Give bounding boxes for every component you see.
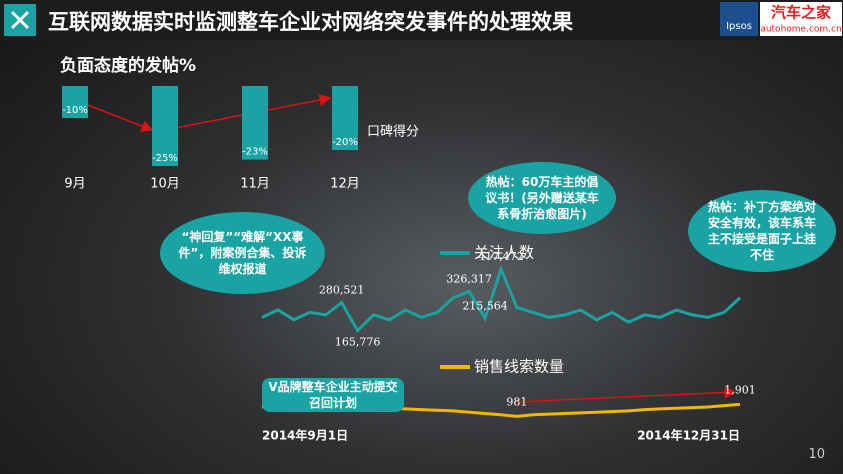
callout: V品牌整车企业主动提交召回计划 — [262, 378, 404, 412]
logo-text: autohome.com.cn — [760, 25, 841, 35]
bar — [152, 86, 178, 166]
page-number: 10 — [808, 447, 825, 462]
bar — [242, 86, 268, 160]
x-tick-label: 9月 — [64, 177, 85, 192]
data-label: -25% — [152, 153, 178, 164]
callout: “神回复”“难解“XX事件”，附案例合集、投诉维权报道 — [160, 212, 325, 294]
title-icon-x — [10, 10, 30, 30]
title-bar — [0, 0, 843, 40]
callout: 热帖：补丁方案绝对安全有效，该车系车主不接受是面子上挂不住 — [688, 190, 836, 272]
legend-label: 销售线索数量 — [474, 358, 564, 376]
data-label: 326,317 — [446, 272, 492, 285]
data-label: 1,901 — [724, 383, 756, 396]
x-tick-label: 10月 — [150, 177, 180, 192]
slide-title: 互联网数据实时监测整车企业对网络突发事件的处理效果 — [48, 10, 573, 34]
bar — [62, 86, 88, 118]
bar — [332, 86, 358, 150]
data-label: -23% — [242, 147, 268, 158]
x-tick-label: 2014年12月31日 — [637, 428, 740, 443]
data-label: -10% — [62, 105, 88, 116]
data-label: 215,564 — [462, 299, 508, 312]
logo-text: Ipsos — [726, 21, 752, 32]
logo-text: 汽车之家 — [771, 4, 831, 22]
autohome-logo — [760, 2, 842, 36]
legend-label: 关注人数 — [474, 244, 534, 262]
bar-title: 负面态度的发帖% — [60, 55, 196, 76]
data-label: 981 — [506, 395, 527, 408]
x-tick-label: 2014年9月1日 — [262, 428, 348, 443]
trend-arrow — [514, 386, 737, 403]
data-label: 280,521 — [319, 284, 365, 297]
data-label: -20% — [332, 137, 358, 148]
callout: 热帖：60万车主的倡议书！(另外赠送某车系骨折治愈图片) — [468, 162, 616, 234]
series-line — [261, 264, 742, 334]
data-label: 417,472 — [478, 250, 524, 263]
ipsos-logo — [720, 2, 758, 36]
x-tick-label: 12月 — [330, 177, 360, 192]
legend-label: 口碑得分 — [367, 124, 419, 140]
data-label: 165,776 — [335, 336, 381, 349]
x-tick-label: 11月 — [240, 177, 270, 192]
